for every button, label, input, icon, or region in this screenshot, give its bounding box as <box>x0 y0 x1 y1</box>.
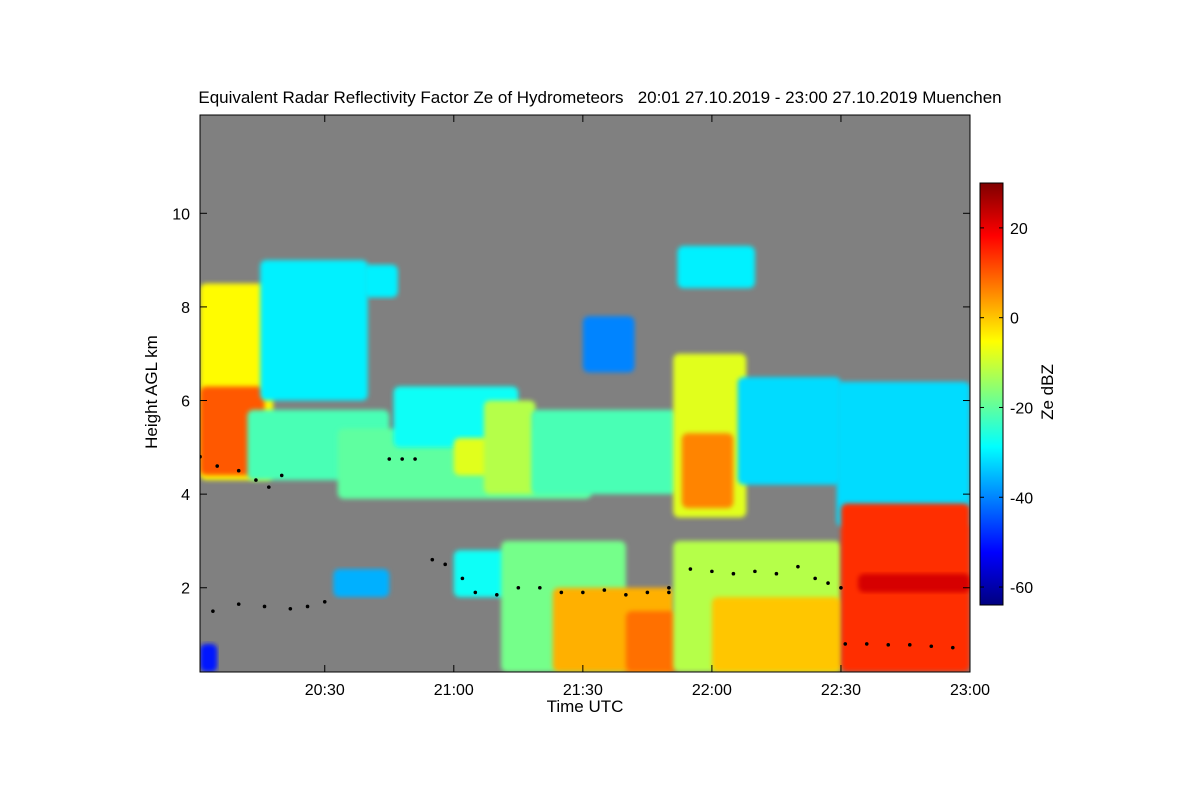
cloud-base-point-3-2 <box>400 457 404 461</box>
reflectivity-region-26 <box>333 569 390 598</box>
reflectivity-region-13 <box>677 246 755 289</box>
cloud-base-point-5-8 <box>813 576 817 581</box>
reflectivity-region-12 <box>737 377 841 485</box>
y-axis-label: Height AGL km <box>142 335 161 449</box>
x-tick-label-1: 20:30 <box>305 682 345 699</box>
cloud-base-point-2-6 <box>322 599 327 604</box>
cloud-base-point-1-4 <box>254 478 258 482</box>
cloud-base-point-5-2 <box>688 567 693 571</box>
x-tick-label-2: 21:00 <box>434 682 474 699</box>
y-axis: 2 4 6 8 10 <box>172 206 970 598</box>
cloud-base-point-6-2 <box>864 642 869 646</box>
cloud-base-point-6-3 <box>886 643 891 647</box>
reflectivity-region-4 <box>260 260 368 401</box>
plot-frame <box>199 114 971 673</box>
colorbar-tick-label-3: -20 <box>1010 400 1033 417</box>
cloud-base-point-5-6 <box>774 571 779 576</box>
cloud-base-point-6-1 <box>843 642 848 646</box>
cloud-base-point-4-5 <box>495 592 499 597</box>
x-tick-label-3: 21:30 <box>563 682 603 699</box>
chart-title: Equivalent Radar Reflectivity Factor Ze … <box>198 88 1002 107</box>
reflectivity-region-14 <box>582 316 635 373</box>
cloud-base-point-3-3 <box>413 457 417 461</box>
cloud-base-point-1-6 <box>279 473 284 478</box>
reflectivity-region-22 <box>711 597 841 672</box>
cloud-base-point-2-4 <box>288 607 293 611</box>
cloud-base-point-5-10 <box>839 585 843 590</box>
cloud-base-point-4-1 <box>430 557 435 562</box>
cloud-base-point-3-1 <box>387 457 392 461</box>
reflectivity-region-16 <box>363 264 398 298</box>
cloud-base-point-2-3 <box>262 604 267 609</box>
reflectivity-region-25 <box>200 643 218 672</box>
cloud-base-point-2-5 <box>305 604 310 609</box>
y-tick-label-4: 8 <box>181 300 190 317</box>
cloud-base-point-5-4 <box>731 571 736 576</box>
y-tick-label-2: 4 <box>181 487 190 504</box>
x-tick-label-4: 22:00 <box>692 682 732 699</box>
colorbar-tick-label-4: -40 <box>1010 490 1033 507</box>
cloud-base-point-5-5 <box>753 569 757 574</box>
colorbar-tick-label-5: -60 <box>1010 580 1033 597</box>
y-tick-label-5: 10 <box>172 206 190 223</box>
y-tick-label-3: 6 <box>181 394 190 411</box>
cloud-base-point-1-5 <box>267 485 271 489</box>
colorbar-tick-label-1: 20 <box>1010 221 1028 238</box>
colorbar-tick-label-2: 0 <box>1010 311 1019 328</box>
cloud-base-point-5-9 <box>826 581 830 585</box>
cloud-base-point-1-3 <box>236 468 241 473</box>
colorbar-ticks: 20 0 -20 -40 -60 <box>980 221 1033 597</box>
colorbar <box>979 182 1004 606</box>
y-tick-label-1: 2 <box>181 581 190 598</box>
cloud-base-point-4-3 <box>460 576 465 581</box>
cloud-base-point-4-10 <box>602 588 607 592</box>
cloud-base-point-2-2 <box>236 602 241 606</box>
colorbar-label: Ze dBZ <box>1038 364 1057 420</box>
x-tick-label-5: 22:30 <box>821 682 861 699</box>
cloud-base-point-6-5 <box>929 644 934 649</box>
x-axis-label: Time UTC <box>546 697 624 716</box>
x-tick-label-6: 23:00 <box>950 682 990 699</box>
reflectivity-region-11 <box>681 433 734 509</box>
x-axis: 20:30 21:00 21:30 22:00 22:30 23:00 <box>305 115 990 699</box>
cloud-base-point-4-6 <box>516 585 521 590</box>
cloud-base-point-4-11 <box>624 592 628 597</box>
cloud-base-markers <box>200 454 955 650</box>
reflectivity-region-9 <box>531 409 678 495</box>
cloud-base-point-4-9 <box>581 590 585 595</box>
cloud-base-point-2-1 <box>211 609 215 613</box>
cloud-base-point-4-4 <box>473 590 478 595</box>
cloud-base-point-4-2 <box>443 562 447 567</box>
reflectivity-field <box>200 246 970 672</box>
reflectivity-region-8 <box>483 400 536 495</box>
cloud-base-point-4-7 <box>538 585 542 590</box>
cloud-base-point-6-6 <box>950 645 955 650</box>
cloud-base-point-1-2 <box>215 464 220 468</box>
cloud-base-point-4-8 <box>559 590 564 595</box>
cloud-base-point-5-3 <box>710 569 714 574</box>
cloud-base-point-4-12 <box>645 590 650 595</box>
cloud-base-point-4-13 <box>667 590 671 595</box>
reflectivity-region-20 <box>625 611 678 672</box>
cloud-base-point-5-1 <box>667 585 671 590</box>
reflectivity-region-24 <box>858 573 970 593</box>
cloud-base-point-5-7 <box>796 564 800 569</box>
reflectivity-region-15 <box>836 381 970 527</box>
cloud-base-point-6-4 <box>907 643 912 647</box>
